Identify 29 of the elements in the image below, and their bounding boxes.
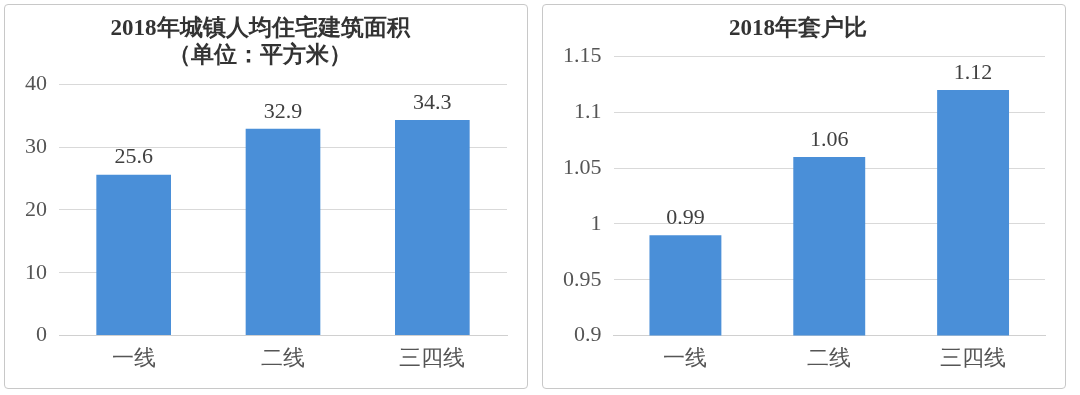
data-label: 0.99: [666, 203, 705, 229]
y-tick-label: 20: [25, 195, 47, 221]
y-tick-label: 0: [36, 321, 47, 347]
y-tick-label: 0.9: [574, 321, 602, 347]
y-tick-label: 30: [25, 132, 47, 158]
bar: [96, 174, 171, 336]
x-tick-label: 二线: [261, 344, 305, 370]
chart-title: 2018年城镇人均住宅建筑面积: [110, 13, 411, 40]
y-tick-label: 40: [25, 69, 47, 95]
x-tick-label: 一线: [111, 344, 156, 370]
data-label: 25.6: [114, 143, 153, 169]
data-label: 1.06: [810, 125, 849, 151]
bar: [245, 128, 321, 336]
x-tick-label: 一线: [663, 344, 708, 370]
data-label: 32.9: [263, 97, 303, 123]
x-tick-label: 三四线: [399, 344, 466, 370]
y-tick-label: 0.95: [563, 265, 602, 291]
x-tick-label: 三四线: [940, 344, 1007, 370]
data-label: 1.12: [953, 58, 993, 84]
chart-title: 2018年套户比: [729, 13, 867, 40]
y-tick-label: 1.1: [574, 98, 602, 124]
y-tick-label: 1.05: [563, 153, 602, 179]
y-tick-label: 1.15: [563, 42, 602, 68]
y-tick-label: 1: [590, 209, 602, 235]
data-label: 34.3: [413, 88, 452, 114]
bar: [395, 120, 470, 336]
x-tick-label: 二线: [807, 344, 852, 370]
chart-subtitle: （单位：平方米）: [168, 41, 352, 68]
y-tick-label: 10: [25, 258, 47, 284]
